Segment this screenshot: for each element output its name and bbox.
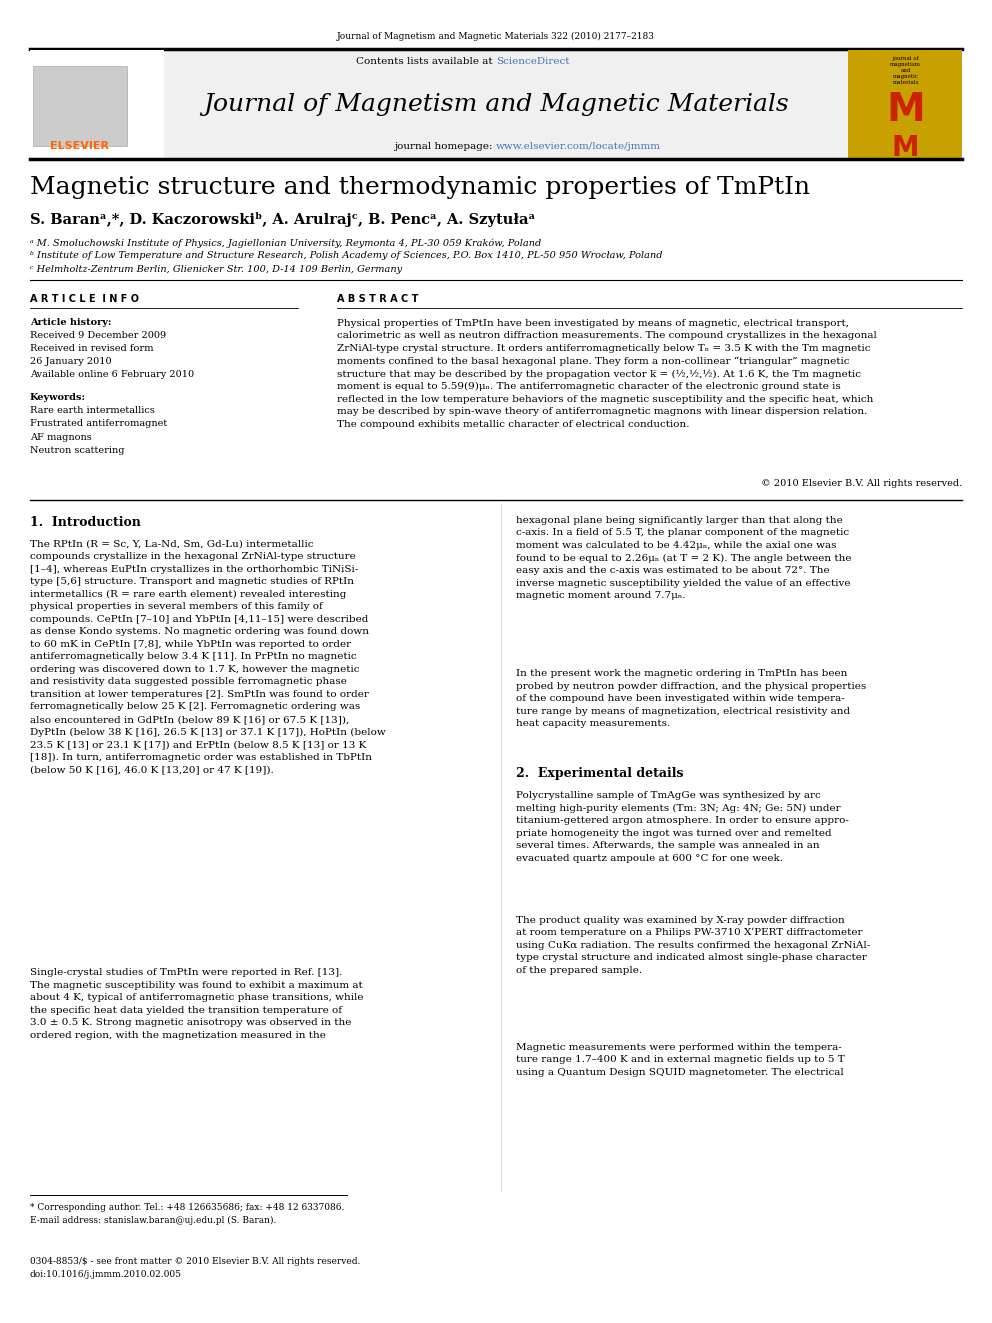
Text: ᶜ Helmholtz-Zentrum Berlin, Glienicker Str. 100, D-14 109 Berlin, Germany: ᶜ Helmholtz-Zentrum Berlin, Glienicker S… <box>30 265 402 274</box>
Text: M: M <box>886 91 926 130</box>
Text: 1.  Introduction: 1. Introduction <box>30 516 141 529</box>
Text: © 2010 Elsevier B.V. All rights reserved.: © 2010 Elsevier B.V. All rights reserved… <box>761 479 962 488</box>
Text: Journal of Magnetism and Magnetic Materials 322 (2010) 2177–2183: Journal of Magnetism and Magnetic Materi… <box>337 32 655 41</box>
Text: ELSEVIER: ELSEVIER <box>50 140 109 151</box>
Text: Rare earth intermetallics: Rare earth intermetallics <box>30 406 155 415</box>
Text: Keywords:: Keywords: <box>30 393 85 402</box>
Text: journal of
magnetism
and
magnetic
materials: journal of magnetism and magnetic materi… <box>890 56 922 86</box>
Text: 26 January 2010: 26 January 2010 <box>30 357 111 366</box>
Text: The product quality was examined by X-ray powder diffraction
at room temperature: The product quality was examined by X-ra… <box>516 916 870 975</box>
Text: Article history:: Article history: <box>30 318 111 327</box>
Text: doi:10.1016/j.jmmm.2010.02.005: doi:10.1016/j.jmmm.2010.02.005 <box>30 1270 182 1279</box>
Text: Available online 6 February 2010: Available online 6 February 2010 <box>30 370 193 380</box>
Text: M: M <box>892 134 920 161</box>
Text: * Corresponding author. Tel.: +48 126635686; fax: +48 12 6337086.: * Corresponding author. Tel.: +48 126635… <box>30 1203 344 1212</box>
Text: journal homepage:: journal homepage: <box>394 142 496 151</box>
Text: Magnetic measurements were performed within the tempera-
ture range 1.7–400 K an: Magnetic measurements were performed wit… <box>516 1043 844 1077</box>
Text: 2.  Experimental details: 2. Experimental details <box>516 767 683 781</box>
Text: Neutron scattering: Neutron scattering <box>30 446 124 455</box>
FancyBboxPatch shape <box>848 50 962 159</box>
Text: In the present work the magnetic ordering in TmPtIn has been
probed by neutron p: In the present work the magnetic orderin… <box>516 669 866 729</box>
Text: ScienceDirect: ScienceDirect <box>496 57 569 66</box>
Text: A B S T R A C T: A B S T R A C T <box>337 294 419 304</box>
Text: The RPtIn (R = Sc, Y, La-Nd, Sm, Gd-Lu) intermetallic
compounds crystallize in t: The RPtIn (R = Sc, Y, La-Nd, Sm, Gd-Lu) … <box>30 540 386 774</box>
Text: Contents lists available at: Contents lists available at <box>356 57 496 66</box>
Text: Frustrated antiferromagnet: Frustrated antiferromagnet <box>30 419 167 429</box>
Text: Physical properties of TmPtIn have been investigated by means of magnetic, elect: Physical properties of TmPtIn have been … <box>337 319 877 429</box>
Text: Received in revised form: Received in revised form <box>30 344 153 353</box>
Text: Polycrystalline sample of TmAgGe was synthesized by arc
melting high-purity elem: Polycrystalline sample of TmAgGe was syn… <box>516 791 849 863</box>
Text: ᵇ Institute of Low Temperature and Structure Research, Polish Academy of Science: ᵇ Institute of Low Temperature and Struc… <box>30 251 663 261</box>
FancyBboxPatch shape <box>30 50 962 159</box>
Text: Received 9 December 2009: Received 9 December 2009 <box>30 331 166 340</box>
Text: S. Baranᵃ,*, D. Kaczorowskiᵇ, A. Arulrajᶜ, B. Pencᵃ, A. Szytułaᵃ: S. Baranᵃ,*, D. Kaczorowskiᵇ, A. Arulraj… <box>30 212 535 226</box>
Text: Magnetic structure and thermodynamic properties of TmPtIn: Magnetic structure and thermodynamic pro… <box>30 176 809 198</box>
Text: hexagonal plane being significantly larger than that along the
c-axis. In a fiel: hexagonal plane being significantly larg… <box>516 516 851 601</box>
Text: Journal of Magnetism and Magnetic Materials: Journal of Magnetism and Magnetic Materi… <box>203 93 789 115</box>
Text: AF magnons: AF magnons <box>30 433 91 442</box>
Text: ᵃ M. Smoluchowski Institute of Physics, Jagiellonian University, Reymonta 4, PL-: ᵃ M. Smoluchowski Institute of Physics, … <box>30 238 541 247</box>
Text: Single-crystal studies of TmPtIn were reported in Ref. [13].
The magnetic suscep: Single-crystal studies of TmPtIn were re… <box>30 968 363 1040</box>
Text: 0304-8853/$ - see front matter © 2010 Elsevier B.V. All rights reserved.: 0304-8853/$ - see front matter © 2010 El… <box>30 1257 360 1266</box>
Text: E-mail address: stanislaw.baran@uj.edu.pl (S. Baran).: E-mail address: stanislaw.baran@uj.edu.p… <box>30 1216 276 1225</box>
Text: A R T I C L E  I N F O: A R T I C L E I N F O <box>30 294 139 304</box>
FancyBboxPatch shape <box>30 50 164 159</box>
FancyBboxPatch shape <box>33 66 127 146</box>
Text: www.elsevier.com/locate/jmmm: www.elsevier.com/locate/jmmm <box>496 142 661 151</box>
